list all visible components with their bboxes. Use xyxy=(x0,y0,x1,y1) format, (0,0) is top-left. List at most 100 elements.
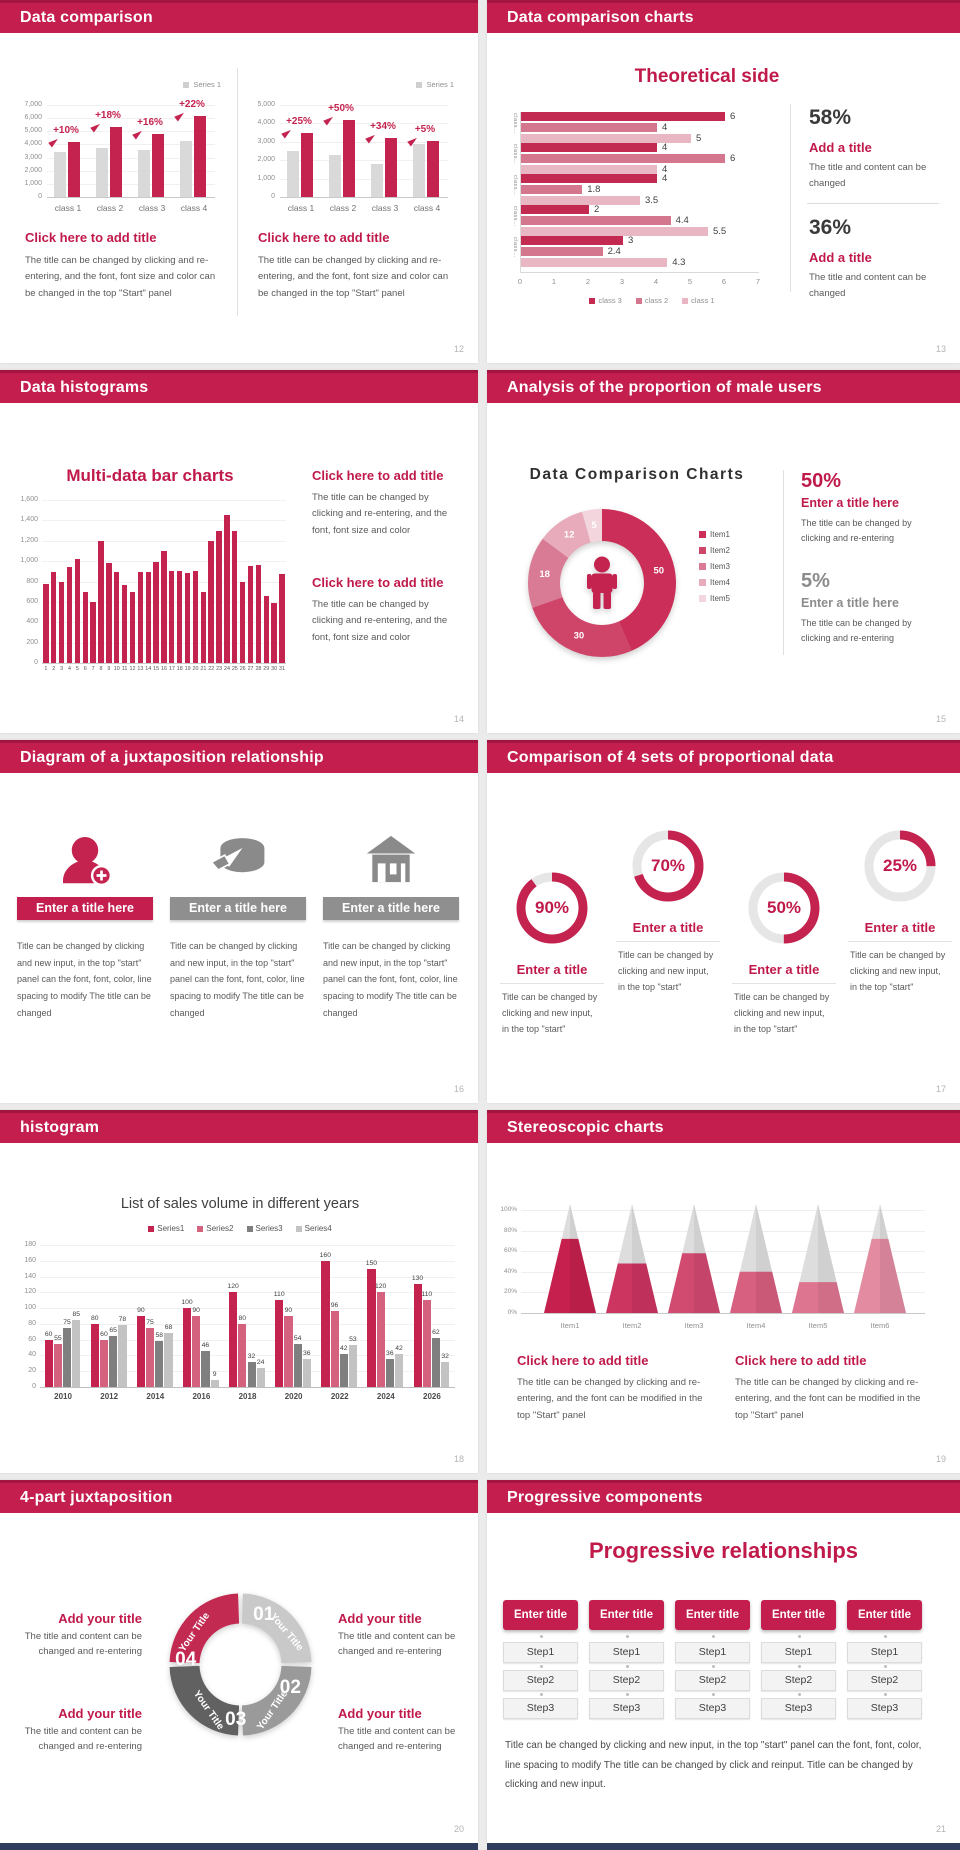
chart-caption-title: Click here to add title xyxy=(25,230,157,245)
slide-12-data-comparison[interactable]: Data comparison Series 1 +10% +18% +16% +22%… xyxy=(0,0,478,363)
chart-legend: Series 1 xyxy=(183,80,221,89)
gauge-body: Title can be changed by clicking and new… xyxy=(734,992,830,1034)
step-box[interactable]: Step1 xyxy=(675,1642,750,1663)
gridline xyxy=(40,1245,455,1246)
slide-14-data-histograms[interactable]: Data histograms Multi-data bar charts 0 2… xyxy=(0,370,478,733)
gridline xyxy=(521,1292,925,1294)
x-axis-label: 20 xyxy=(192,666,199,672)
slide-19-stereoscopic-charts[interactable]: Stereoscopic charts 100% 80% 60% 40% 20% 0% I… xyxy=(487,1110,960,1473)
step-box[interactable]: Step3 xyxy=(503,1698,578,1719)
slide-header-bar: Analysis of the proportion of male users xyxy=(487,370,960,403)
bar-current xyxy=(194,115,206,197)
step-box[interactable]: Step2 xyxy=(761,1670,836,1691)
slide-13-data-comparison-charts[interactable]: Data comparison charts Theoretical side … xyxy=(487,0,960,363)
block-title: Click here to add title xyxy=(312,468,444,483)
pie-3d-icon xyxy=(170,826,306,897)
slide-body-text: Title can be changed by clicking and new… xyxy=(505,1740,922,1790)
slide-header-title: Stereoscopic charts xyxy=(507,1119,664,1136)
ring-segment xyxy=(241,1593,312,1664)
next-slide-partial[interactable] xyxy=(0,1843,478,1850)
next-slide-partial[interactable] xyxy=(487,1843,960,1850)
y-axis-label: 2,000 xyxy=(257,156,275,164)
x-axis-label: class 3 xyxy=(371,203,399,213)
step-box[interactable]: Step3 xyxy=(847,1698,922,1719)
x-axis-label: Item6 xyxy=(870,1321,890,1330)
step-box[interactable]: Step3 xyxy=(761,1698,836,1719)
gauge-title: Enter a title xyxy=(848,920,952,942)
slide-content: 90% Enter a title Title can be changed by … xyxy=(487,740,960,1103)
value-label: 4 xyxy=(662,172,668,184)
section-title: Progressive relationships xyxy=(589,1538,858,1563)
bar xyxy=(348,1345,358,1387)
legend-label: class 3 xyxy=(598,296,622,305)
bar-value-label: 62 xyxy=(432,1329,440,1337)
step-box[interactable]: Step2 xyxy=(675,1670,750,1691)
x-axis-label: class 2 xyxy=(329,203,357,213)
legend-item: Series4 xyxy=(295,1224,332,1233)
enter-title-button[interactable]: Enter title xyxy=(847,1600,922,1630)
y-axis-label: 7,000 xyxy=(24,101,42,108)
bar-previous xyxy=(413,143,425,197)
step-box[interactable]: Step1 xyxy=(761,1642,836,1663)
bar-value-label: 60 xyxy=(44,1330,53,1338)
bar xyxy=(279,574,285,663)
y-axis-label: 0 xyxy=(32,1383,36,1390)
step-box[interactable]: Step2 xyxy=(503,1670,578,1691)
slide-header-title: histogram xyxy=(20,1119,100,1136)
bar-previous xyxy=(96,148,108,197)
enter-title-button[interactable]: Enter title xyxy=(761,1600,836,1630)
segment-number: 01 xyxy=(253,1604,275,1625)
bar-value-label: 100 xyxy=(181,1299,193,1307)
step-box[interactable]: Step1 xyxy=(503,1642,578,1663)
gauge-percent-label: 25% xyxy=(882,856,918,875)
step-box[interactable]: Step1 xyxy=(847,1642,922,1663)
gridline xyxy=(40,1387,455,1388)
bar-value-label: 75 xyxy=(63,1318,71,1326)
hbar xyxy=(521,205,589,214)
gridline xyxy=(40,1339,455,1341)
note-body: The title and content can be changed and… xyxy=(338,1631,456,1657)
x-axis-label: Item1 xyxy=(560,1321,580,1330)
slide-18-grouped-histogram[interactable]: histogram List of sales volume in differ… xyxy=(0,1110,478,1473)
x-axis-label: 2014 xyxy=(146,1392,165,1401)
step-box[interactable]: Step1 xyxy=(589,1642,664,1663)
bar xyxy=(284,1316,293,1387)
enter-title-button[interactable]: Enter title xyxy=(503,1600,578,1630)
bar xyxy=(43,583,49,663)
stat-title: Add a title xyxy=(809,140,872,155)
x-axis-label: 7 xyxy=(91,666,95,672)
slide-20-four-part-juxtaposition[interactable]: 4-part juxtaposition 01 Your Title 02 Your … xyxy=(0,1480,478,1843)
delta-percent-label: +25% xyxy=(286,115,312,127)
ring-segment xyxy=(169,1665,240,1736)
connector-dot-icon xyxy=(625,1693,629,1696)
connector-dot-icon xyxy=(539,1635,543,1638)
connector-dot-icon xyxy=(797,1635,801,1638)
juxtaposition-column: Enter a title here Title can be changed b… xyxy=(170,820,306,1080)
enter-title-button[interactable]: Enter title xyxy=(589,1600,664,1630)
y-axis-label: 1,000 xyxy=(20,557,38,565)
note-block: Add your title The title and content can… xyxy=(8,1706,142,1754)
slide-21-progressive-components[interactable]: Progressive components Progressive relat… xyxy=(487,1480,960,1843)
step-box[interactable]: Step2 xyxy=(589,1670,664,1691)
bar xyxy=(302,1358,311,1387)
legend-label: Series3 xyxy=(255,1224,283,1233)
slide-15-male-users-proportion[interactable]: Analysis of the proportion of male users… xyxy=(487,370,960,733)
slide-header-bar: Comparison of 4 sets of proportional dat… xyxy=(487,740,960,773)
bar-value-label: 110 xyxy=(421,1291,433,1299)
woman-add-icon xyxy=(63,837,113,887)
legend-item: Series1 xyxy=(148,1224,184,1233)
bar xyxy=(224,515,230,663)
step-box[interactable]: Step2 xyxy=(847,1670,922,1691)
slide-16-juxtaposition-diagram[interactable]: Diagram of a juxtaposition relationship … xyxy=(0,740,478,1103)
block-body: The title can be changed by clicking and… xyxy=(735,1377,921,1421)
gridline xyxy=(47,183,215,185)
slide-17-proportional-gauges[interactable]: Comparison of 4 sets of proportional dat… xyxy=(487,740,960,1103)
slide-header-bar: Data comparison charts xyxy=(487,0,960,33)
y-axis-label: 40% xyxy=(503,1267,517,1275)
connector-dot-icon xyxy=(625,1665,629,1668)
step-box[interactable]: Step3 xyxy=(589,1698,664,1719)
bar xyxy=(293,1344,302,1387)
enter-title-button[interactable]: Enter title xyxy=(675,1600,750,1630)
step-box[interactable]: Step3 xyxy=(675,1698,750,1719)
gauge-arc xyxy=(632,830,704,902)
